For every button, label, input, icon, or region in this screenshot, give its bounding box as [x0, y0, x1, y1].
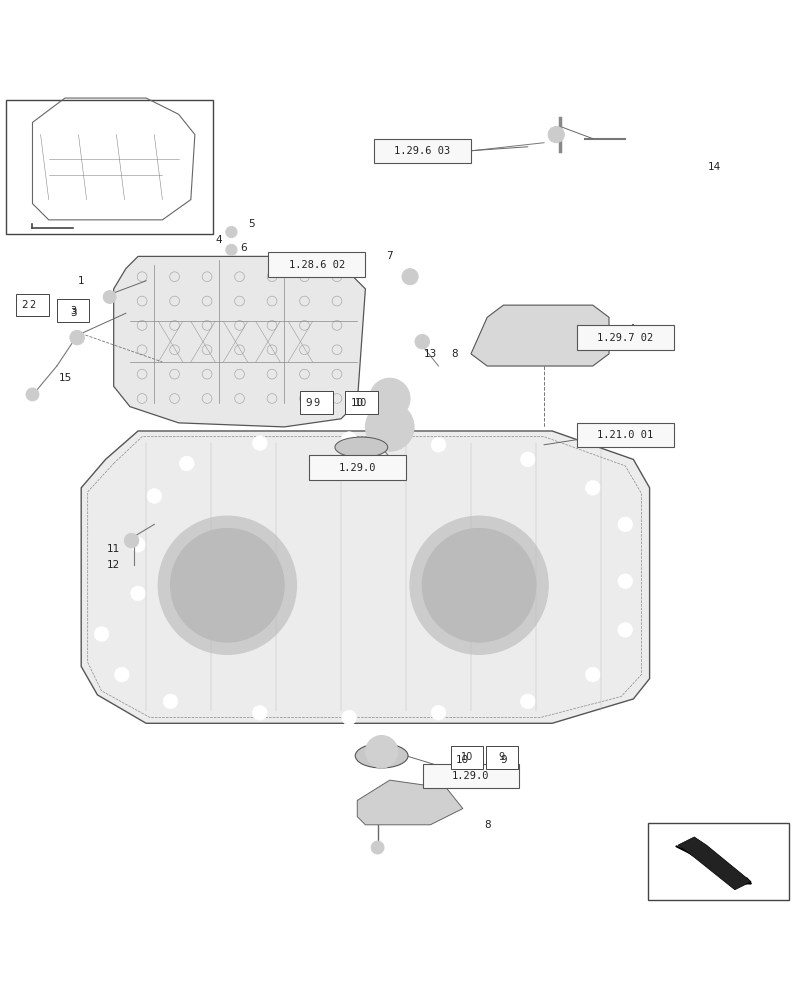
- FancyBboxPatch shape: [576, 423, 673, 447]
- Circle shape: [365, 735, 397, 768]
- Text: 10: 10: [350, 398, 363, 408]
- Circle shape: [252, 705, 267, 720]
- Circle shape: [520, 694, 534, 709]
- Circle shape: [369, 378, 410, 419]
- Text: 9: 9: [313, 398, 320, 408]
- Text: 3: 3: [70, 306, 76, 316]
- Text: 1.29.6 03: 1.29.6 03: [393, 146, 450, 156]
- Circle shape: [147, 489, 161, 503]
- Circle shape: [26, 388, 39, 401]
- Circle shape: [341, 710, 356, 725]
- Text: 1.28.6 02: 1.28.6 02: [288, 260, 345, 270]
- Text: 2: 2: [29, 300, 36, 310]
- FancyBboxPatch shape: [450, 746, 483, 769]
- FancyBboxPatch shape: [300, 391, 333, 414]
- Text: 12: 12: [107, 560, 120, 570]
- Text: 13: 13: [423, 349, 436, 359]
- Circle shape: [431, 437, 445, 452]
- Text: 3: 3: [70, 308, 76, 318]
- Circle shape: [124, 533, 139, 548]
- Text: 10: 10: [354, 398, 367, 408]
- Text: 4: 4: [216, 235, 222, 245]
- FancyBboxPatch shape: [647, 823, 788, 900]
- Circle shape: [94, 627, 109, 641]
- Circle shape: [114, 667, 129, 682]
- Polygon shape: [81, 431, 649, 723]
- Circle shape: [131, 537, 145, 552]
- Circle shape: [617, 517, 632, 532]
- FancyBboxPatch shape: [268, 252, 364, 277]
- FancyBboxPatch shape: [345, 391, 377, 414]
- Circle shape: [422, 528, 535, 642]
- Text: 9: 9: [305, 398, 311, 408]
- FancyBboxPatch shape: [6, 100, 212, 234]
- Text: 5: 5: [248, 219, 255, 229]
- Text: 14: 14: [707, 162, 720, 172]
- Circle shape: [103, 291, 116, 303]
- Text: 8: 8: [483, 820, 490, 830]
- Circle shape: [179, 456, 194, 471]
- Circle shape: [252, 436, 267, 450]
- Circle shape: [365, 403, 414, 451]
- Text: 8: 8: [451, 349, 457, 359]
- Circle shape: [225, 244, 237, 256]
- Text: 1.29.0: 1.29.0: [452, 771, 489, 781]
- Polygon shape: [357, 780, 462, 825]
- Text: 10: 10: [456, 755, 469, 765]
- FancyBboxPatch shape: [485, 746, 517, 769]
- Text: 6: 6: [240, 243, 247, 253]
- Circle shape: [170, 528, 284, 642]
- Circle shape: [520, 452, 534, 467]
- Circle shape: [371, 841, 384, 854]
- Ellipse shape: [354, 744, 407, 768]
- FancyBboxPatch shape: [422, 764, 518, 788]
- FancyBboxPatch shape: [308, 455, 405, 480]
- Circle shape: [585, 667, 599, 682]
- Circle shape: [158, 516, 296, 654]
- Text: 9: 9: [500, 755, 506, 765]
- Circle shape: [401, 269, 418, 285]
- Text: 15: 15: [58, 373, 71, 383]
- Circle shape: [414, 334, 429, 349]
- Circle shape: [163, 694, 178, 709]
- Text: 1.29.0: 1.29.0: [338, 463, 375, 473]
- Text: 1.29.7 02: 1.29.7 02: [596, 333, 653, 343]
- Polygon shape: [114, 256, 365, 427]
- Circle shape: [617, 623, 632, 637]
- Circle shape: [585, 481, 599, 495]
- FancyBboxPatch shape: [373, 139, 470, 163]
- Circle shape: [431, 705, 445, 720]
- Circle shape: [341, 432, 356, 446]
- Polygon shape: [677, 837, 750, 890]
- Text: 1.21.0 01: 1.21.0 01: [596, 430, 653, 440]
- FancyBboxPatch shape: [576, 325, 673, 350]
- Text: 10: 10: [460, 752, 473, 762]
- Polygon shape: [470, 305, 608, 366]
- Circle shape: [410, 516, 547, 654]
- Circle shape: [225, 226, 237, 238]
- Circle shape: [547, 126, 564, 143]
- Circle shape: [131, 586, 145, 601]
- Text: 2: 2: [21, 300, 28, 310]
- Ellipse shape: [334, 437, 388, 457]
- Text: 9: 9: [498, 752, 504, 762]
- Text: 11: 11: [107, 544, 120, 554]
- Circle shape: [70, 330, 84, 345]
- Circle shape: [617, 574, 632, 589]
- FancyBboxPatch shape: [57, 299, 89, 322]
- FancyBboxPatch shape: [16, 294, 49, 316]
- Text: 1: 1: [78, 276, 84, 286]
- Text: 7: 7: [386, 251, 393, 261]
